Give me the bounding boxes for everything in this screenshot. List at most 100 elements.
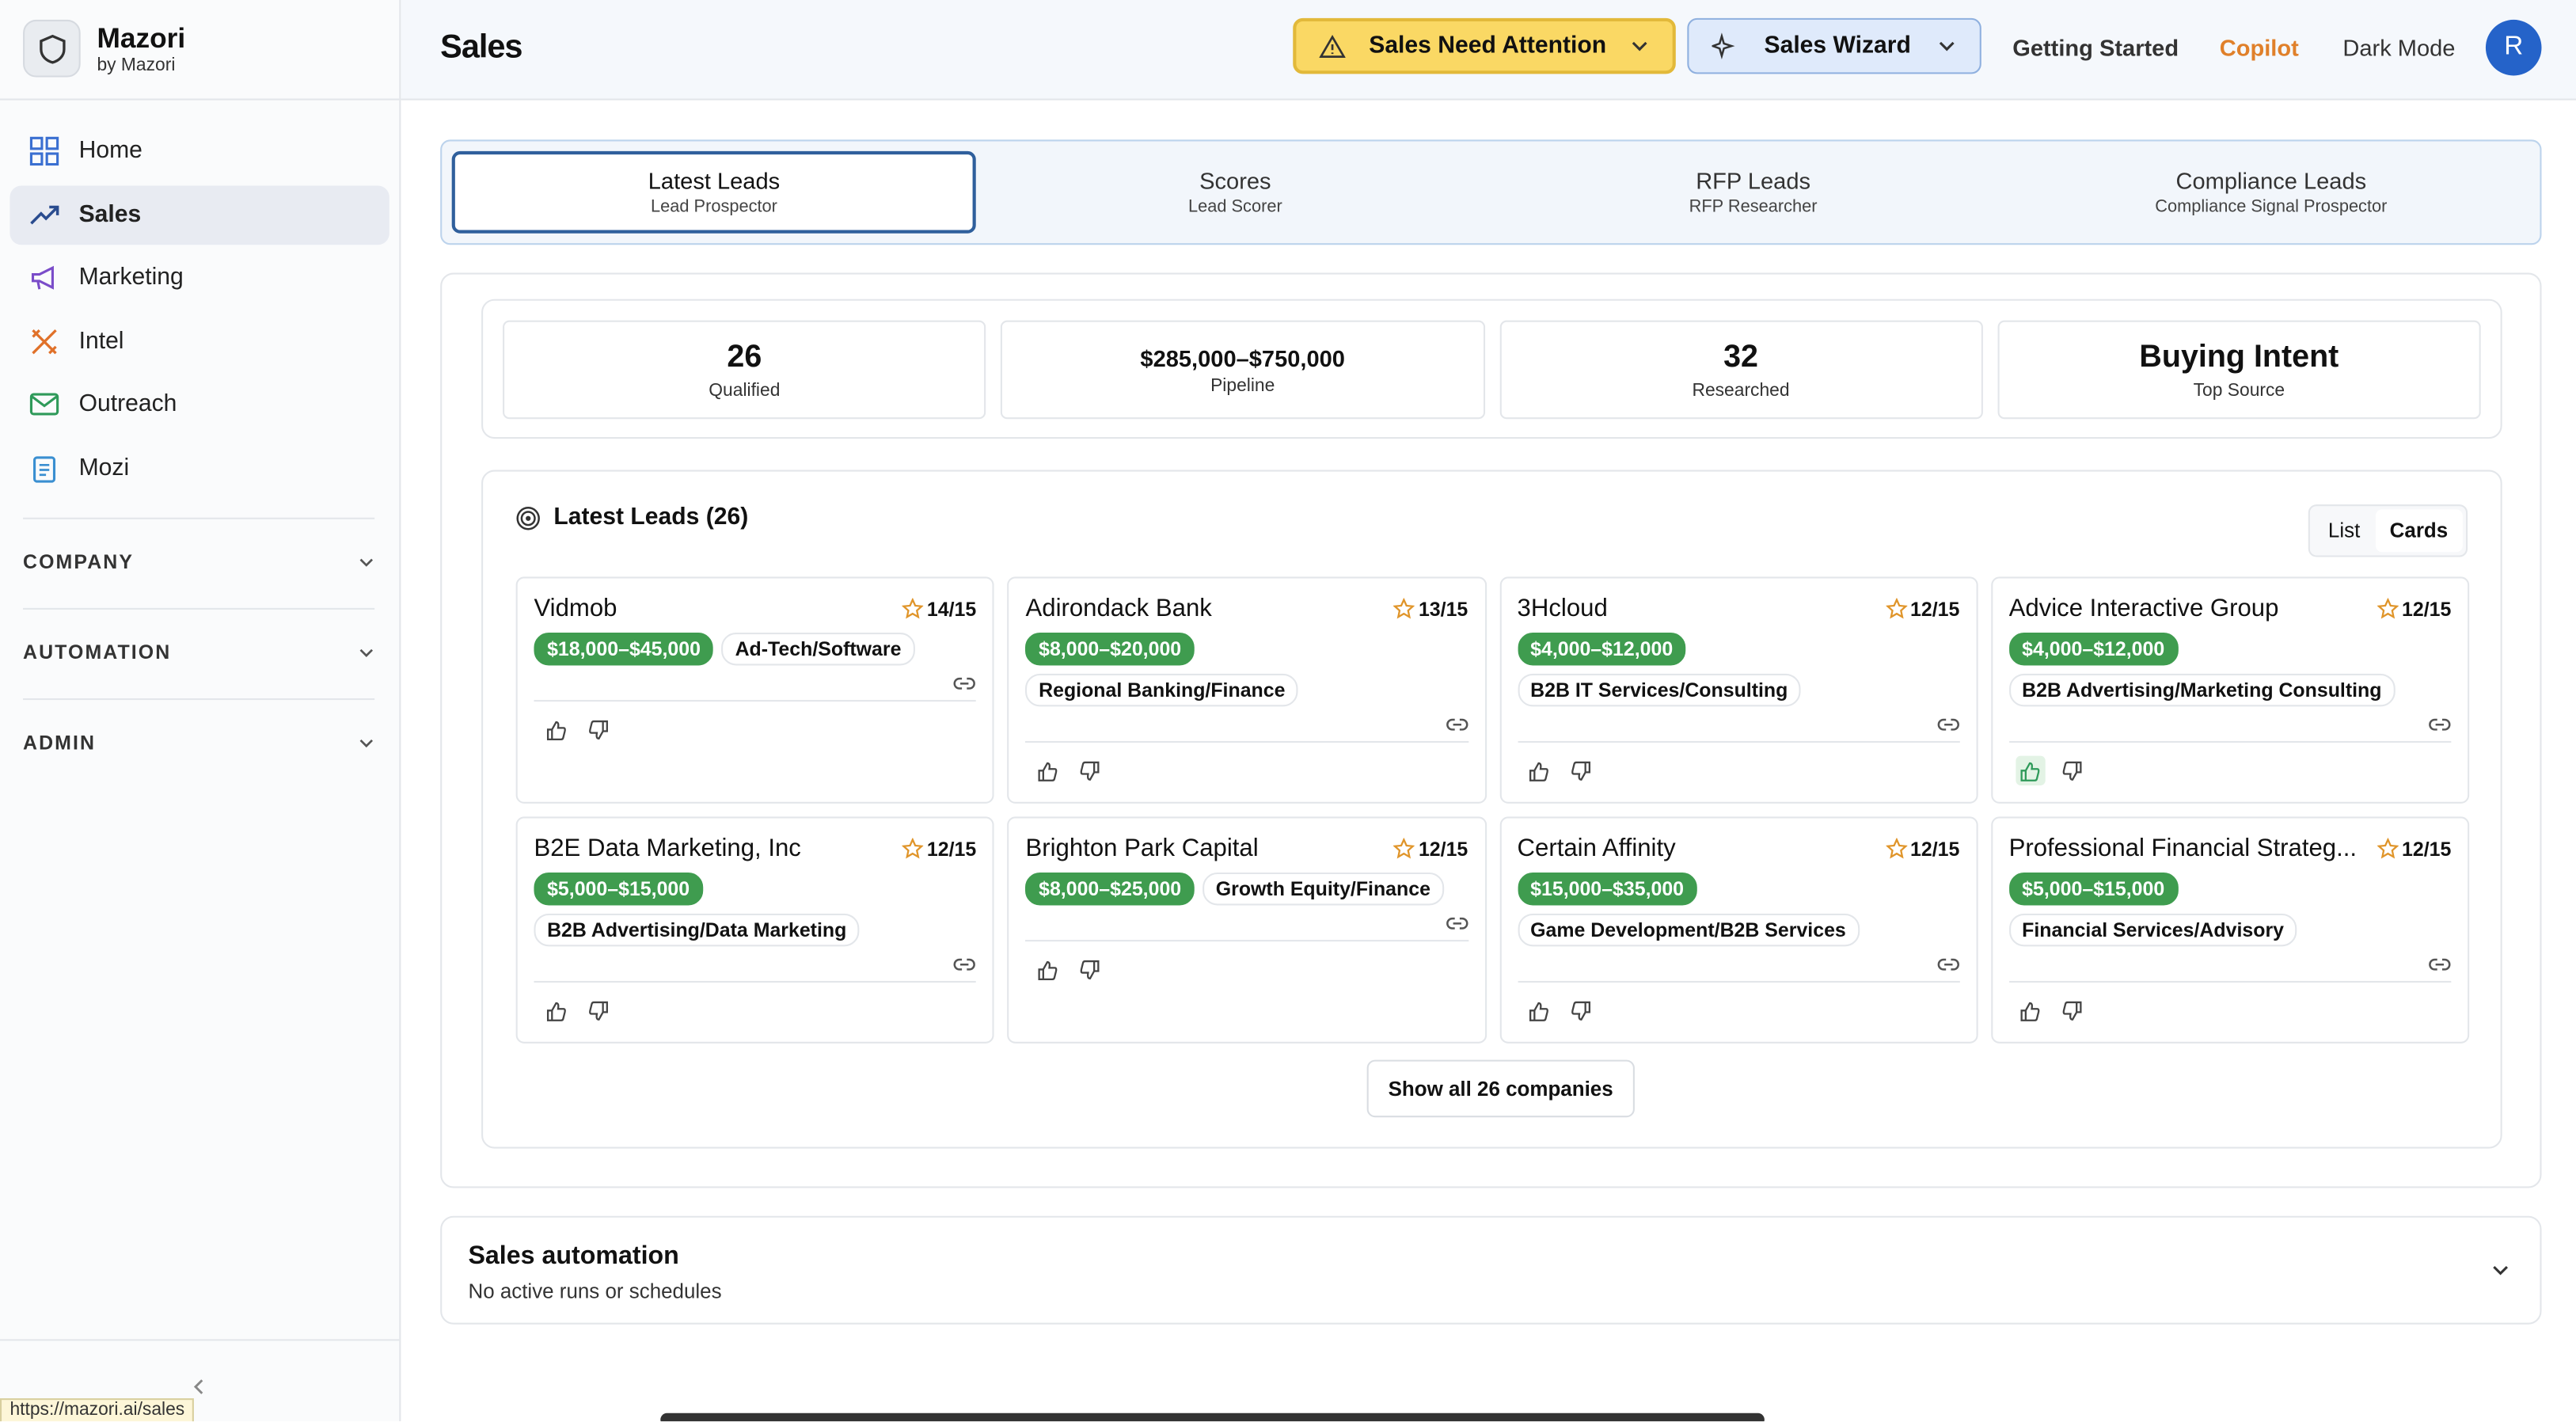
- tab[interactable]: RFP Leads RFP Researcher: [1494, 151, 2012, 234]
- nav-item[interactable]: Home: [9, 122, 389, 181]
- view-button[interactable]: List: [2327, 519, 2361, 542]
- automation-title: Sales automation: [468, 1241, 679, 1271]
- automation-panel[interactable]: Sales automation No active runs or sched…: [440, 1215, 2542, 1325]
- tab-label: Scores: [1199, 167, 1271, 194]
- link[interactable]: [534, 675, 977, 702]
- range-pill: $8,000–$20,000: [1025, 632, 1195, 666]
- nav-label: Marketing: [78, 264, 184, 291]
- range-pill: $5,000–$15,000: [2008, 872, 2178, 906]
- lead-card[interactable]: 3Hcloud 12/15 $4,000–$12,000 B2B IT Service…: [1499, 576, 1978, 804]
- collapse[interactable]: [191, 1377, 207, 1397]
- thumbs-up[interactable]: [541, 715, 570, 744]
- thumbs-down[interactable]: [1075, 756, 1104, 785]
- lead-card[interactable]: B2E Data Marketing, Inc 12/15 $5,000–$15,0…: [515, 816, 995, 1044]
- card-header: 3Hcloud 12/15: [1518, 595, 1960, 622]
- thumbs-up[interactable]: [1032, 955, 1062, 984]
- section-toggle[interactable]: COMPANY: [23, 550, 374, 573]
- thumbs-down[interactable]: [2058, 756, 2088, 785]
- tab[interactable]: Scores Lead Scorer: [976, 151, 1494, 234]
- card-header: Advice Interactive Group 12/15: [2009, 595, 2452, 622]
- score-value: 12/15: [926, 837, 977, 861]
- lead-card[interactable]: Brighton Park Capital 12/15 $8,000–$25,000…: [1007, 816, 1487, 1044]
- link[interactable]: Dark Mode: [2342, 34, 2456, 61]
- tags: $15,000–$35,000 Game Development/B2B Serv…: [1517, 872, 1960, 947]
- tags: $18,000–$45,000 Ad-Tech/Software: [534, 632, 976, 666]
- icon: [2377, 598, 2399, 619]
- thumbs-down[interactable]: [583, 715, 613, 744]
- icon: [359, 557, 374, 566]
- lead-card[interactable]: Advice Interactive Group 12/15 $4,000–$12,…: [1990, 576, 2470, 804]
- section-toggle[interactable]: ADMIN: [23, 732, 374, 755]
- thumbs-down[interactable]: [2058, 996, 2088, 1025]
- avatar[interactable]: R: [2485, 19, 2542, 76]
- icon: [588, 719, 607, 739]
- chevron: [2493, 1265, 2509, 1276]
- thumbs-up[interactable]: [1524, 756, 1553, 785]
- section-toggle[interactable]: AUTOMATION: [23, 641, 374, 663]
- tab[interactable]: Latest Leads Lead Prospector: [451, 150, 977, 234]
- icon: [1393, 838, 1415, 859]
- thumbs-up[interactable]: [1524, 996, 1553, 1025]
- stat-value: $285,000–$750,000: [1140, 344, 1345, 371]
- icon: [1529, 761, 1548, 781]
- link[interactable]: [2008, 956, 2452, 983]
- link[interactable]: [1025, 915, 1468, 942]
- link[interactable]: [1025, 717, 1468, 743]
- tab-label: Compliance Leads: [2175, 167, 2367, 194]
- link[interactable]: Getting Started: [2012, 34, 2179, 61]
- nav-item[interactable]: Mozi: [9, 439, 389, 498]
- thumbs-up[interactable]: [1032, 756, 1062, 785]
- lead-card[interactable]: Certain Affinity 12/15 $15,000–$35,000 Game…: [1499, 816, 1978, 1044]
- brand[interactable]: Mazori by Mazori: [23, 19, 185, 78]
- range-pill: $4,000–$12,000: [2008, 632, 2178, 666]
- tag: B2B Advertising/Data Marketing: [534, 913, 860, 947]
- stat-value: 26: [727, 339, 762, 375]
- range-pill: $18,000–$45,000: [534, 632, 714, 666]
- tags: $8,000–$20,000 Regional Banking/Finance: [1025, 632, 1468, 707]
- nav-item[interactable]: Sales: [9, 184, 389, 245]
- icon: [1937, 958, 1959, 971]
- top-bar: Sales Sales Need Attention Sales Wizard …: [401, 0, 2576, 101]
- range-pill: $5,000–$15,000: [534, 872, 703, 906]
- thumbs-down[interactable]: [1567, 756, 1596, 785]
- thumbs-up[interactable]: [2015, 755, 2046, 785]
- icon: [1446, 917, 1468, 930]
- wizard-button[interactable]: Sales Wizard: [1687, 17, 1981, 74]
- link[interactable]: Copilot: [2219, 34, 2299, 61]
- nav-item[interactable]: Outreach: [9, 375, 389, 435]
- tab[interactable]: Compliance Leads Compliance Signal Prospe…: [2012, 151, 2530, 234]
- thumbs-down[interactable]: [1567, 996, 1596, 1025]
- stat-label: Researched: [1692, 380, 1790, 401]
- range-pill: $4,000–$12,000: [1517, 632, 1686, 666]
- feedback: [534, 996, 976, 1025]
- lead-card[interactable]: Vidmob 14/15 $18,000–$45,000 Ad-Tech/Softwa…: [515, 576, 995, 804]
- alert-button[interactable]: Sales Need Attention: [1293, 17, 1676, 74]
- tab-label: RFP Leads: [1696, 167, 1811, 194]
- nav-item[interactable]: Marketing: [9, 249, 389, 308]
- feedback: [1026, 756, 1468, 785]
- thumbs-up[interactable]: [541, 996, 570, 1025]
- lead-card[interactable]: Adirondack Bank 13/15 $8,000–$20,000 Region…: [1007, 576, 1487, 804]
- link[interactable]: [2008, 717, 2452, 743]
- tag: Financial Services/Advisory: [2008, 913, 2297, 947]
- brand-sub: by Mazori: [97, 55, 176, 75]
- icon: [954, 677, 976, 690]
- link[interactable]: [1517, 717, 1960, 743]
- thumbs-up[interactable]: [2016, 996, 2045, 1025]
- stat: 26 Qualified: [503, 320, 986, 420]
- nav-item[interactable]: Intel: [9, 312, 389, 371]
- view-button[interactable]: Cards: [2374, 509, 2463, 553]
- feedback: [2009, 755, 2452, 785]
- show-all-button[interactable]: Show all 26 companies: [1366, 1059, 1635, 1118]
- company-name: Adirondack Bank: [1025, 595, 1212, 623]
- tab-sub: Lead Prospector: [651, 197, 777, 217]
- score-value: 12/15: [2402, 837, 2452, 861]
- link[interactable]: [1517, 956, 1960, 983]
- lead-card[interactable]: Professional Financial Strateg... 12/15 $5…: [1990, 816, 2470, 1044]
- icon: [902, 598, 924, 619]
- thumbs-down[interactable]: [1075, 955, 1104, 984]
- link[interactable]: [534, 956, 977, 983]
- score: 12/15: [1393, 837, 1468, 860]
- thumbs-down[interactable]: [583, 996, 613, 1025]
